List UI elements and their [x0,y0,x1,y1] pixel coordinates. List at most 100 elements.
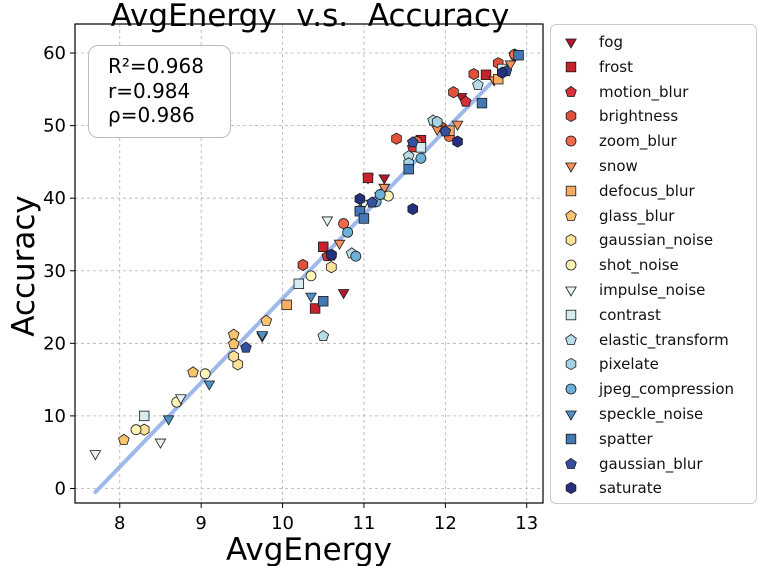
legend-label: pixelate [599,355,659,374]
legend-item-pixelate: pixelate [551,352,659,376]
x-tick-label: 9 [195,513,206,534]
legend-item-contrast: contrast [551,303,661,327]
data-point-brightness [297,258,309,272]
data-point-snow [451,120,464,131]
legend-marker [565,61,577,72]
data-point-speckle-noise [256,331,269,342]
data-point-impulse-noise [89,450,102,461]
data-point-gaussian-blur [366,196,378,208]
legend-label: glass_blur [599,206,675,225]
data-point-frost [362,172,374,184]
legend-marker [565,482,577,495]
x-tick-label: 11 [352,513,375,534]
legend-marker-icon [565,259,577,271]
legend-marker-icon [565,85,577,97]
legend-label: saturate [599,479,662,498]
legend-item-impulse-noise: impulse_noise [551,278,705,302]
legend-item-gaussian-blur: gaussian_blur [551,452,703,476]
legend-marker-icon [565,383,577,395]
y-axis-label: Accuracy [6,195,42,337]
data-point-glass-blur [227,337,240,349]
chart-title: AvgEnergy v.s. Accuracy [111,0,510,34]
data-point-snow [333,239,346,250]
legend-item-fog: fog [551,30,623,54]
legend-item-defocus-blur: defocus_blur [551,179,695,203]
legend-label: gaussian_blur [599,454,703,473]
y-tick-label: 20 [43,333,66,354]
legend-marker [565,259,577,271]
data-point-glass-blur [227,328,240,340]
data-point-contrast [293,278,305,290]
data-point-gaussian-noise [228,350,239,363]
legend-marker [565,333,577,345]
legend-item-jpeg-compression: jpeg_compression [551,377,734,401]
legend-marker [565,358,577,371]
legend-label: gaussian_noise [599,231,714,250]
data-point-spatter [318,296,329,307]
legend-label: frost [599,57,633,76]
legend-label: brightness [599,107,679,126]
data-point-spatter [358,213,370,224]
axis-ticks: 8 9 10 11 12 13 0 10 20 30 40 50 60 [43,43,538,534]
data-point-contrast [415,142,427,153]
legend-marker-icon [565,358,577,371]
legend-marker-icon [565,209,577,221]
legend-marker-icon [565,457,577,469]
legend-item-motion-blur: motion_blur [551,80,688,104]
data-point-frost [309,303,321,314]
x-tick-label: 8 [114,513,125,534]
data-point-contrast [138,410,150,422]
x-tick-label: 12 [434,513,457,534]
legend-marker [565,457,577,469]
x-tick-label: 10 [271,513,294,534]
legend-marker [565,410,577,421]
legend-marker-icon [565,162,577,173]
legend-marker [565,38,577,49]
data-point-snow [504,60,517,71]
data-point-jpeg-compression [415,152,427,164]
data-point-glass-blur [187,366,199,378]
data-point-elastic-transform [317,329,330,342]
data-point-pixelate [431,115,443,129]
legend-label: snow [599,157,638,175]
data-point-saturate [497,66,508,79]
legend-label: defocus_blur [599,181,695,200]
y-tick-label: 40 [43,188,66,209]
r-squared-stat: R²=0.968 [108,54,204,78]
data-point-shot-noise [199,368,211,380]
legend-item-saturate: saturate [551,476,662,500]
data-point-speckle-noise [203,380,216,391]
data-point-jpeg-compression [342,226,354,238]
legend-marker-icon [565,61,577,72]
data-point-shot-noise [305,270,317,282]
pearson-r-stat: r=0.984 [108,78,191,103]
data-point-motion-blur [459,95,472,107]
data-point-gaussian-blur [240,341,252,353]
data-point-spatter [403,163,414,175]
legend-marker [565,433,577,444]
legend-label: impulse_noise [599,281,706,299]
data-point-jpeg-compression [350,250,362,262]
data-point-saturate [354,192,366,205]
data-point-defocus-blur [281,299,292,311]
legend-item-brightness: brightness [551,104,678,128]
legend-label: zoom_blur [599,132,677,151]
legend-marker [565,383,577,395]
legend-marker-icon [565,333,577,345]
data-point-impulse-noise [321,216,334,227]
legend-marker [565,209,577,221]
legend-marker [565,309,577,320]
data-point-jpeg-compression [374,189,386,200]
legend-item-elastic-transform: elastic_transform [551,328,729,352]
legend-marker-icon [565,482,577,495]
x-axis-label: AvgEnergy [226,532,392,566]
data-point-snow [378,183,391,195]
data-point-saturate [452,135,463,148]
data-point-saturate [407,203,419,216]
legend-label: contrast [599,305,661,324]
legend-marker-icon [565,410,577,421]
data-point-fog [378,174,391,185]
data-point-spatter [513,50,524,61]
